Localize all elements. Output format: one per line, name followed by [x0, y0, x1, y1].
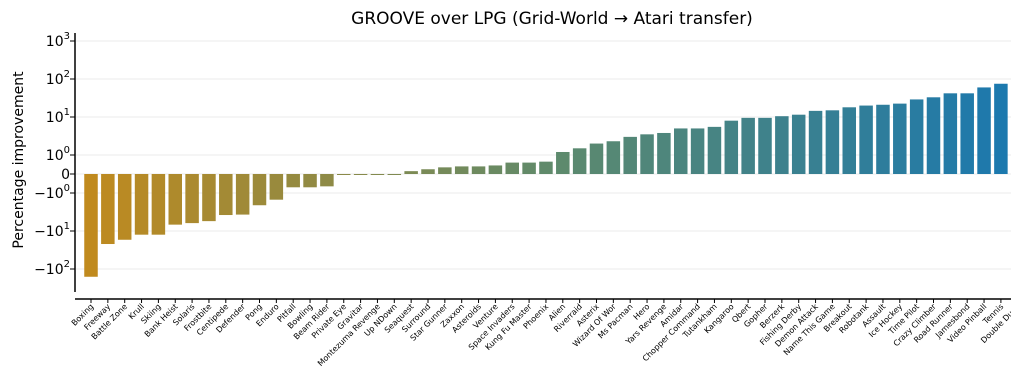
bar-hero [640, 134, 654, 174]
bar-yars-revenge [657, 132, 671, 174]
bar-assault [876, 104, 890, 174]
y-tick-label: 103 [46, 31, 70, 50]
bar-berzerk [775, 116, 789, 174]
bars [84, 83, 1008, 277]
bar-ice-hockey [893, 103, 907, 174]
bar-gopher [758, 117, 772, 174]
y-tick-exponent: 1 [64, 107, 70, 118]
axes [74, 33, 1011, 300]
bar-skiing [151, 174, 166, 235]
bar-video-pinball [977, 87, 991, 174]
bar-kangaroo [724, 120, 739, 174]
bar-space-invaders [505, 162, 519, 174]
bar-solaris [185, 174, 199, 224]
y-tick-label: −100 [34, 183, 70, 202]
bar-jamesbond [960, 93, 974, 174]
bar-enduro [269, 174, 284, 200]
y-tick-exponent: 3 [64, 31, 70, 42]
bar-pong [252, 174, 267, 206]
bar-seaquest [404, 171, 418, 174]
bar-demon-attack [808, 110, 823, 174]
y-tick-base: 10 [46, 110, 64, 126]
bar-ms-pacman [623, 136, 637, 174]
bar-riverraid [572, 148, 587, 174]
bar-qbert [741, 117, 755, 174]
y-tick-base: 10 [46, 72, 64, 88]
y-tick-exponent: 0 [64, 183, 70, 194]
bar-freeway [101, 174, 115, 245]
bar-phoenix [539, 161, 553, 174]
bar-robotank [859, 105, 873, 174]
bar-centipede [219, 174, 233, 216]
bar-battle-zone [117, 174, 132, 240]
bar-tutankham [707, 126, 722, 174]
y-tick-exponent: 1 [64, 221, 70, 232]
y-tick-label: −101 [34, 221, 70, 240]
bar-asterix [589, 143, 604, 174]
y-tick-base: 0 [61, 167, 70, 183]
bar-up-ndown [387, 174, 402, 175]
bar-beam-rider [320, 174, 334, 187]
y-tick-label: 0 [61, 167, 70, 183]
y-tick-base: 10 [46, 148, 64, 164]
bar-fishing-derby [791, 114, 806, 174]
bar-kung-fu-master [522, 162, 536, 174]
bar-road-runner [943, 93, 958, 174]
y-tick-exponent: 2 [64, 259, 70, 270]
bar-krull [134, 174, 149, 235]
bar-amidar [674, 128, 688, 174]
y-tick-label: −102 [34, 259, 70, 278]
bar-alien [556, 151, 570, 174]
bar-venture [488, 165, 503, 174]
bar-breakout [842, 107, 856, 174]
chart-title: GROOVE over LPG (Grid-World → Atari tran… [351, 9, 753, 29]
bar-montezuma-revenge [370, 174, 385, 175]
y-tick-exponent: 2 [64, 69, 70, 80]
bar-bank-heist [168, 174, 182, 225]
y-tick-label: 100 [46, 145, 70, 164]
y-tick-base: −10 [34, 186, 64, 202]
bar-gravitar [353, 174, 368, 175]
y-tick-base: −10 [34, 262, 64, 278]
bar-chopper-command [690, 128, 705, 174]
y-tick-label: 101 [46, 107, 70, 126]
y-tick-base: −10 [34, 224, 64, 240]
bar-frostbite [202, 174, 216, 222]
bar-tennis [994, 83, 1008, 174]
bar-pitfall [286, 174, 300, 188]
bar-surround [421, 169, 435, 174]
bar-star-gunner [438, 167, 452, 174]
y-tick-base: 10 [46, 34, 64, 50]
bar-private-eye [337, 174, 351, 175]
bar-defender [235, 174, 250, 215]
bar-bowling [303, 174, 317, 188]
y-axis-label: Percentage improvement [11, 71, 27, 249]
bar-time-pilot [909, 99, 924, 174]
bar-asteroids [471, 166, 486, 174]
y-tick-exponent: 0 [64, 145, 70, 156]
bar-crazy-climber [926, 97, 941, 174]
bar-zaxxon [454, 166, 469, 174]
y-tick-label: 102 [46, 69, 70, 88]
bar-boxing [84, 174, 98, 277]
bar-wizard-of-wor [606, 141, 621, 174]
bar-name-this-game [825, 110, 840, 174]
